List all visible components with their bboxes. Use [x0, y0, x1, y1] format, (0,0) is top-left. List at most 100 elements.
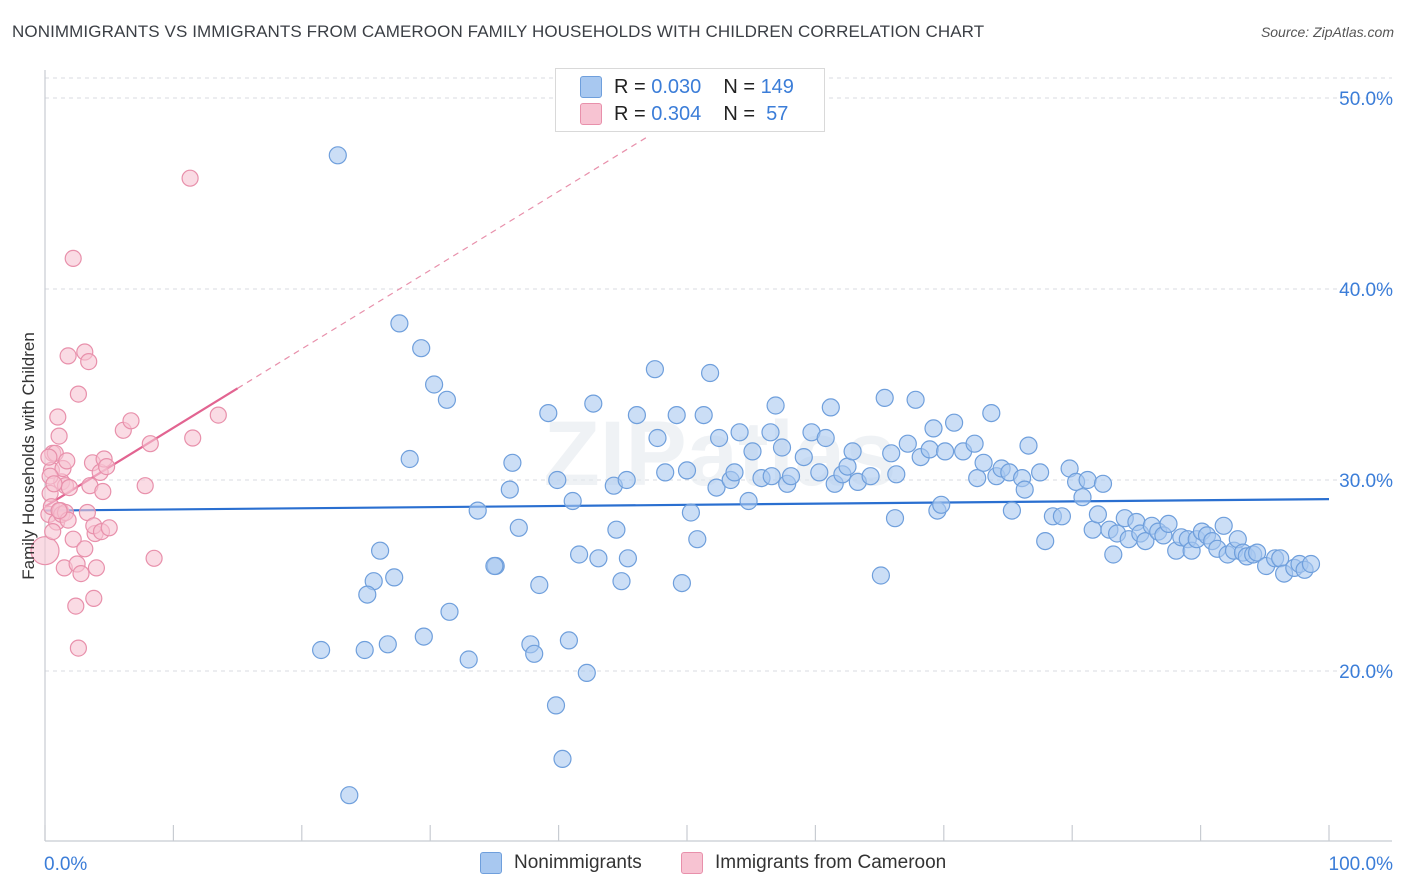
data-point: [414, 627, 433, 646]
data-point: [935, 442, 955, 461]
data-point: [762, 467, 781, 486]
data-point: [64, 530, 82, 548]
data-point: [548, 470, 567, 490]
data-point: [1159, 514, 1178, 534]
data-point: [648, 428, 667, 448]
data-point: [932, 495, 951, 514]
data-point: [371, 541, 390, 560]
y-tick-label: 20.0%: [1339, 662, 1393, 683]
data-point: [887, 465, 906, 484]
data-point: [459, 650, 478, 669]
data-point: [885, 509, 905, 528]
data-point: [1136, 531, 1155, 551]
y-tick-label: 30.0%: [1339, 471, 1393, 492]
data-point: [681, 503, 701, 522]
data-point: [589, 549, 608, 568]
data-point: [612, 572, 631, 591]
r-label: R =: [614, 102, 652, 125]
series-cameroon: [30, 169, 227, 657]
data-point: [1036, 531, 1055, 551]
data-point: [861, 467, 880, 486]
n-value: 149: [760, 75, 794, 98]
data-point: [772, 438, 792, 457]
r-label: R =: [614, 75, 652, 98]
data-point: [312, 640, 331, 660]
data-point: [136, 477, 154, 495]
r-value: 0.030: [651, 75, 702, 98]
data-point: [358, 585, 377, 604]
data-point: [437, 390, 456, 409]
data-point: [94, 482, 112, 501]
data-point: [677, 461, 697, 480]
tick-labels: 20.0% 30.0% 40.0% 50.0% 0.0% 100.0%: [44, 89, 1393, 875]
data-point: [181, 169, 199, 187]
data-point: [69, 639, 88, 657]
data-point: [328, 146, 347, 165]
data-point: [87, 559, 106, 577]
data-point: [45, 475, 63, 493]
y-tick-label: 40.0%: [1339, 280, 1393, 301]
data-point: [72, 564, 90, 583]
data-point: [766, 396, 785, 415]
data-point: [569, 545, 589, 564]
data-point: [100, 519, 118, 537]
data-point: [58, 452, 76, 470]
data-point: [530, 575, 549, 595]
data-point: [882, 444, 901, 463]
legend-row-cameroon: R = 0.304 N = 57: [580, 101, 788, 127]
data-point: [725, 463, 744, 482]
data-point: [821, 398, 840, 417]
data-point: [781, 467, 801, 486]
data-point: [64, 249, 82, 267]
data-point: [400, 449, 419, 469]
data-point: [546, 696, 566, 715]
data-point: [44, 522, 62, 541]
source-label: Source: ZipAtlas.com: [1260, 24, 1394, 40]
data-point: [76, 540, 94, 558]
y-axis-label: Family Households with Children: [19, 332, 38, 580]
data-point: [49, 408, 67, 426]
data-point: [122, 412, 140, 430]
data-point: [50, 502, 68, 520]
data-point: [965, 434, 984, 453]
data-point: [440, 602, 459, 621]
data-point: [1052, 507, 1072, 526]
data-point: [141, 435, 159, 453]
data-point: [667, 406, 686, 425]
data-point: [617, 470, 636, 490]
data-point: [739, 491, 758, 511]
data-point: [906, 390, 925, 409]
data-point: [184, 429, 202, 447]
data-point: [875, 388, 894, 407]
data-point: [577, 663, 596, 683]
data-point: [85, 589, 103, 608]
trend-line-cameroon-extension: [237, 135, 649, 389]
data-point: [59, 347, 77, 365]
data-point: [707, 478, 726, 497]
y-tick-label: 50.0%: [1339, 89, 1393, 110]
data-point: [944, 413, 964, 432]
data-point: [559, 631, 579, 650]
data-point: [340, 786, 359, 805]
correlation-legend: R = 0.030 N = 149 R = 0.304 N = 57: [555, 68, 825, 132]
data-point: [525, 644, 544, 663]
data-point: [30, 536, 60, 566]
data-point: [627, 406, 647, 425]
data-point: [97, 458, 116, 476]
data-point: [898, 434, 917, 453]
legend-label: Immigrants from Cameroon: [715, 852, 947, 873]
data-point: [645, 360, 665, 379]
data-point: [1247, 543, 1267, 562]
data-point: [618, 549, 638, 568]
data-point: [709, 428, 729, 448]
data-point: [503, 453, 522, 472]
legend-swatch-pink: [681, 852, 703, 874]
series-legend: Nonimmigrants Immigrants from Cameroon: [0, 852, 1406, 878]
data-point: [69, 385, 88, 403]
data-point: [672, 573, 692, 593]
data-point: [40, 448, 58, 466]
data-point: [1104, 545, 1123, 564]
data-point: [1093, 474, 1113, 493]
n-label: N =: [723, 75, 761, 98]
data-point: [968, 469, 987, 488]
